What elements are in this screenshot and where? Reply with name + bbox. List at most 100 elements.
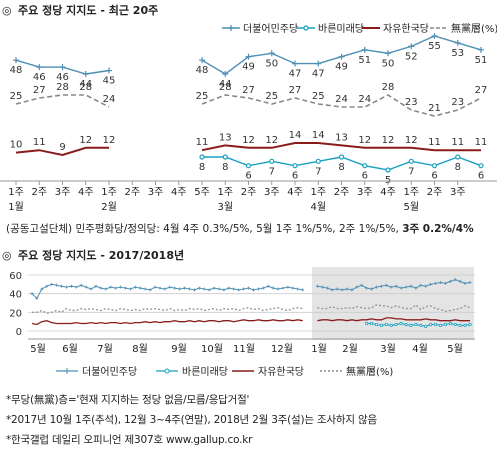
minju-marker bbox=[13, 57, 19, 64]
bottom-chart-plot bbox=[30, 278, 472, 328]
bareun-marker bbox=[338, 154, 345, 160]
top-month-label: 2월 bbox=[101, 201, 117, 213]
bottom-minju-point bbox=[50, 282, 54, 286]
mudang-data-label: 21 bbox=[428, 103, 441, 114]
bottom-month-label: 12월 bbox=[271, 343, 293, 355]
legend-marker bbox=[303, 25, 309, 31]
bareun-marker bbox=[222, 154, 228, 160]
minju-data-label: 47 bbox=[289, 69, 302, 80]
y-tick-label: 40 bbox=[9, 290, 22, 301]
minju-marker bbox=[292, 60, 298, 67]
bareun-marker bbox=[408, 158, 414, 164]
mudang-data-label: 25 bbox=[312, 91, 325, 102]
minju-marker bbox=[454, 39, 461, 46]
minju-data-label: 49 bbox=[242, 62, 255, 73]
minju-data-label: 55 bbox=[428, 41, 441, 52]
bottom-bareun-point bbox=[468, 322, 472, 327]
top-chart-title: 주요 정당 지지도 - 최근 20주 bbox=[18, 3, 158, 17]
bottom-minju-point bbox=[114, 286, 118, 290]
minju-data-label: 53 bbox=[451, 48, 464, 59]
bottom-chart-title: 주요 정당 지지도 - 2017/2018년 bbox=[18, 248, 184, 262]
bareun-marker bbox=[385, 167, 391, 173]
mudang-data-label: 27 bbox=[33, 85, 46, 96]
bottom-minju-point bbox=[424, 284, 428, 288]
minju-marker bbox=[222, 71, 229, 77]
bottom-legend-marker bbox=[164, 368, 170, 374]
bottom-bareun-point bbox=[389, 323, 393, 328]
bottom-minju-point bbox=[281, 286, 285, 290]
top-month-label: 3월 bbox=[217, 201, 233, 213]
minju-data-label: 48 bbox=[196, 65, 209, 76]
minju-marker bbox=[268, 50, 275, 57]
bottom-minju-point bbox=[266, 284, 270, 288]
bottom-minju-point bbox=[404, 285, 408, 289]
top-month-label: 1월 bbox=[8, 201, 24, 213]
bottom-month-label: 2월 bbox=[342, 343, 358, 355]
bottom-minju-point bbox=[242, 287, 246, 291]
bottom-bareun-point bbox=[409, 323, 413, 328]
footnote-1: *무당(無黨)층='현재 지지하는 정당 없음/모름/응답거절' bbox=[6, 394, 250, 406]
bottom-chart-x-axis: 5월 6월 7월 8월 9월 10월 11월 12월 1월 2월 3월 4월 5월 bbox=[28, 338, 475, 355]
bottom-minju-point bbox=[463, 281, 467, 285]
bottom-minju-point bbox=[60, 284, 64, 288]
legend-label: 無黨層(%) bbox=[451, 22, 497, 35]
bottom-minju-point bbox=[99, 286, 103, 290]
minju-marker bbox=[361, 46, 368, 53]
top-chart-title-marker: ◎ bbox=[2, 4, 12, 17]
mudang-data-label: 25 bbox=[10, 91, 23, 102]
bottom-chart-grid: 0 20 40 60 bbox=[9, 271, 475, 338]
bottom-bareun-point bbox=[394, 322, 398, 327]
bottom-minju-point bbox=[197, 286, 201, 290]
bareun-data-label: 8 bbox=[338, 162, 344, 173]
bottom-minju-point bbox=[256, 287, 260, 291]
bottom-minju-point bbox=[217, 287, 221, 291]
top-chart-x-axis: 1주 2주 3주 4주 1주 2주 3주 4주 5주 1주 2주 3주 4주 1주 2주 3주 4주 1주 2주 3주… bbox=[0, 180, 497, 213]
shaded-2018 bbox=[312, 267, 474, 340]
hanguk-data-label: 12 bbox=[79, 135, 92, 146]
bottom-month-label: 5월 bbox=[30, 343, 46, 355]
bottom-minju-point bbox=[414, 286, 418, 290]
mudang-data-label: 28 bbox=[382, 82, 395, 93]
minju-marker bbox=[59, 64, 66, 71]
mudang-data-label: 23 bbox=[451, 97, 464, 108]
bottom-minju-point bbox=[384, 283, 388, 287]
series-line-2-seg-0 bbox=[15, 146, 109, 157]
bottom-minju-point bbox=[227, 286, 231, 290]
bottom-minju-point bbox=[173, 286, 177, 290]
minju-marker bbox=[82, 71, 89, 77]
bottom-bareun-point bbox=[448, 321, 452, 326]
bottom-legend-label: 더불어민주당 bbox=[82, 366, 137, 378]
top-month-label: 4월 bbox=[310, 201, 326, 213]
hanguk-data-label: 9 bbox=[59, 142, 65, 153]
yearly-chart: ◎ 주요 정당 지지도 - 2017/2018년 0 20 40 60 5월 6월 7월 8… bbox=[2, 248, 475, 378]
bottom-minju-point bbox=[365, 286, 369, 290]
bottom-month-label: 4월 bbox=[412, 343, 428, 355]
top-x-tick-label: 1주 bbox=[310, 187, 326, 198]
bottom-minju-point bbox=[399, 286, 403, 290]
bottom-minju-point bbox=[443, 281, 447, 285]
bottom-month-label: 11월 bbox=[233, 343, 255, 355]
top-x-tick-label: 4주 bbox=[287, 187, 303, 198]
bottom-minju-point bbox=[222, 288, 226, 292]
bottom-minju-point bbox=[458, 280, 462, 284]
top-x-tick-label: 3주 bbox=[450, 187, 466, 198]
series-line-1-seg-0 bbox=[15, 94, 110, 108]
bottom-minju-point bbox=[207, 288, 211, 292]
bottom-bareun-point bbox=[458, 323, 462, 328]
bareun-marker bbox=[362, 163, 368, 169]
bottom-month-label: 3월 bbox=[380, 343, 396, 355]
bareun-data-label: 7 bbox=[269, 166, 275, 177]
bottom-minju-point bbox=[374, 285, 378, 289]
bottom-minju-point bbox=[325, 286, 329, 290]
bottom-minju-point bbox=[291, 286, 295, 290]
bottom-minju-point bbox=[429, 282, 433, 286]
bottom-minju-point bbox=[148, 288, 152, 292]
bottom-bareun-point bbox=[369, 321, 374, 326]
minju-marker bbox=[431, 33, 438, 39]
minju-data-label: 49 bbox=[335, 62, 348, 73]
bottom-bareun-point bbox=[453, 322, 457, 327]
bottom-minju-point bbox=[251, 288, 255, 292]
top-x-tick-label: 2주 bbox=[427, 187, 443, 198]
bottom-minju-point bbox=[138, 286, 142, 290]
